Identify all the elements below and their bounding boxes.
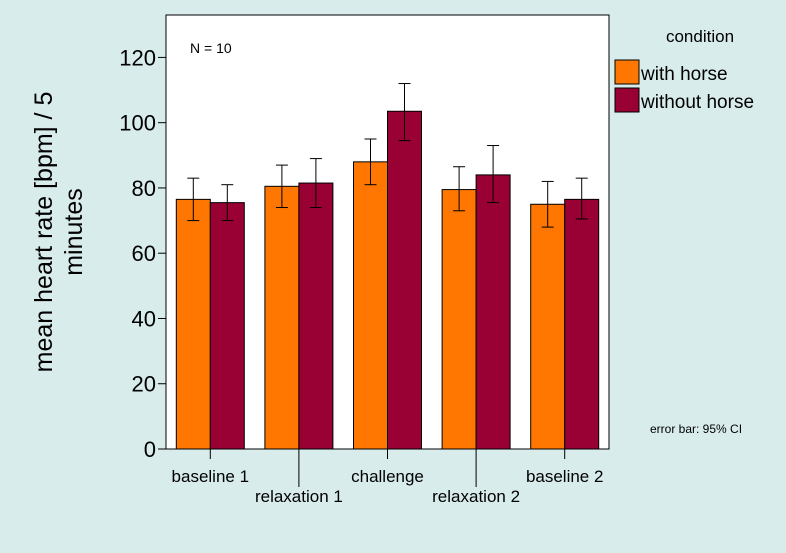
bar-with-horse (354, 162, 388, 449)
x-tick-label: challenge (351, 467, 424, 486)
y-tick-label: 100 (119, 111, 156, 136)
legend-label: without horse (640, 92, 754, 113)
bar-without-horse (299, 183, 333, 449)
y-axis-title-line-2: minutes (60, 188, 88, 276)
legend-title: condition (666, 27, 734, 46)
error-bar-footnote: error bar: 95% CI (650, 422, 742, 436)
y-tick-label: 60 (132, 241, 156, 266)
y-tick-label: 80 (132, 176, 156, 201)
bar-with-horse (442, 190, 476, 449)
y-tick-label: 0 (144, 437, 156, 462)
bar-with-horse (265, 186, 299, 449)
bar-without-horse (476, 175, 510, 449)
y-tick-label: 40 (132, 306, 156, 331)
y-tick-label: 120 (119, 45, 156, 70)
sample-size-annotation: N = 10 (190, 40, 232, 56)
x-tick-label: relaxation 1 (255, 487, 343, 506)
bar-without-horse (565, 199, 599, 449)
bar-without-horse (210, 203, 244, 449)
bar-with-horse (176, 199, 210, 449)
legend-label: with horse (640, 64, 728, 85)
legend-swatch (615, 60, 639, 84)
y-axis-title-line-1: mean heart rate [bpm] / 5 (30, 92, 58, 373)
bar-without-horse (388, 111, 422, 449)
x-tick-label: baseline 2 (526, 467, 604, 486)
x-tick-label: baseline 1 (172, 467, 250, 486)
x-tick-label: relaxation 2 (432, 487, 520, 506)
y-tick-label: 20 (132, 372, 156, 397)
bar-with-horse (531, 204, 565, 449)
legend-swatch (615, 88, 639, 112)
